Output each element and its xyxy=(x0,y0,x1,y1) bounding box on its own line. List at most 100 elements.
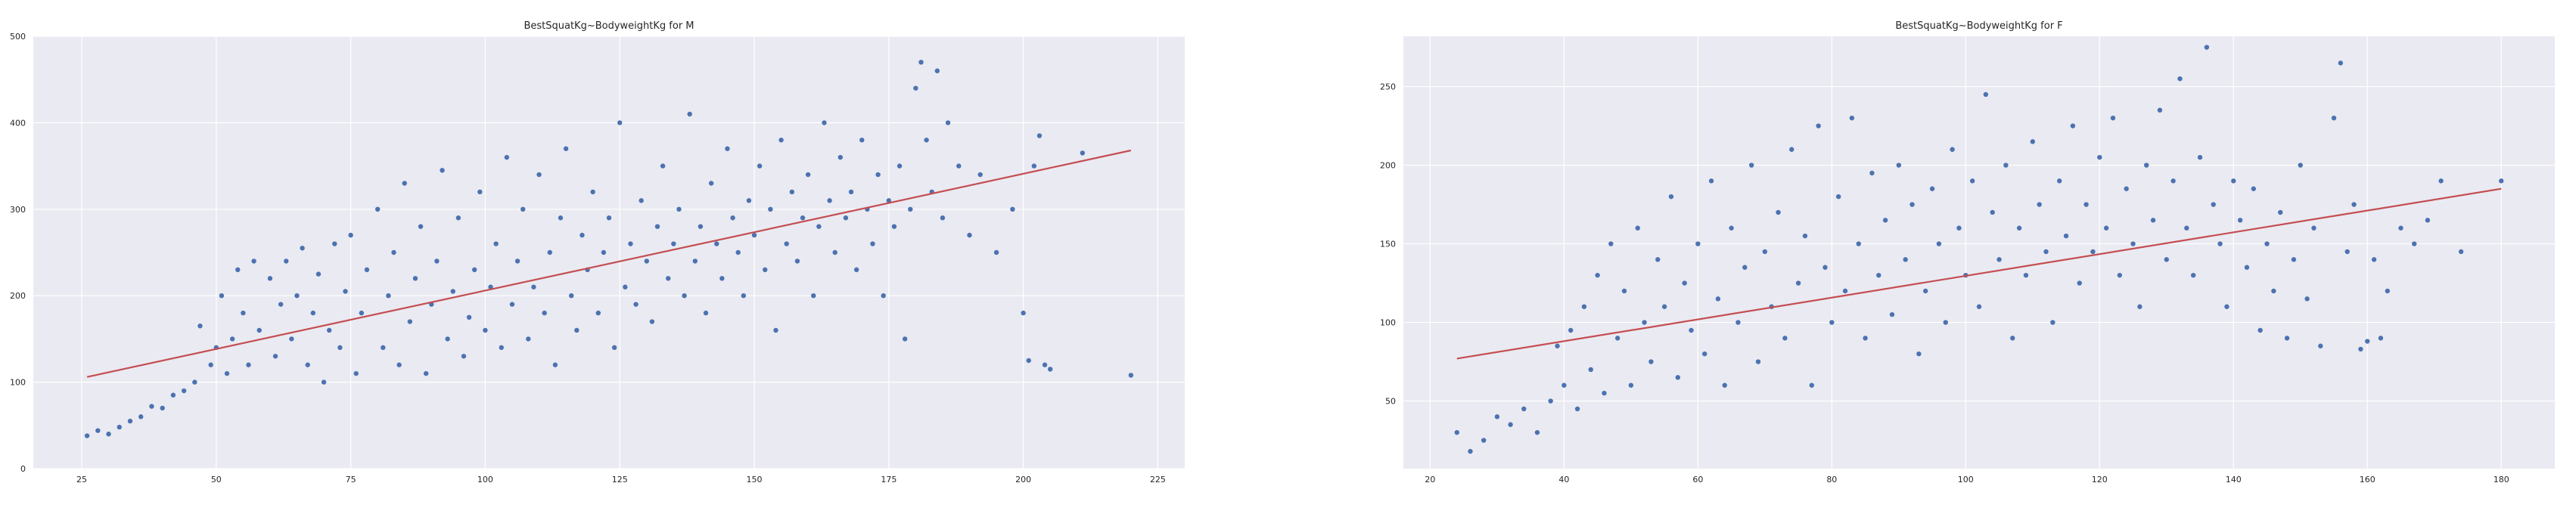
scatter-point xyxy=(1689,327,1694,333)
scatter-point xyxy=(1031,163,1037,169)
x-tick-label: 20 xyxy=(1425,475,1435,484)
scatter-point xyxy=(2398,225,2404,231)
scatter-point xyxy=(913,85,918,91)
scatter-point xyxy=(1581,304,1587,309)
y-tick-label: 100 xyxy=(1380,318,1396,328)
y-tick-label: 300 xyxy=(10,205,26,215)
scatter-point xyxy=(2378,336,2384,341)
scatter-point xyxy=(757,163,763,169)
scatter-point xyxy=(1568,327,1574,333)
scatter-point xyxy=(1548,398,1553,404)
scatter-point xyxy=(1936,241,1942,246)
scatter-point xyxy=(251,258,256,264)
x-tick-label: 120 xyxy=(2092,475,2108,484)
scatter-point xyxy=(2010,336,2015,341)
scatter-point xyxy=(2043,249,2049,255)
x-tick-label: 100 xyxy=(1958,475,1974,484)
scatter-point xyxy=(617,120,623,125)
scatter-point xyxy=(768,206,773,212)
scatter-point xyxy=(918,60,924,65)
scatter-point xyxy=(832,249,837,255)
scatter-point xyxy=(644,258,649,264)
scatter-point xyxy=(2351,202,2357,207)
scatter-point xyxy=(2345,249,2350,255)
scatter-point xyxy=(746,198,752,203)
scatter-point xyxy=(1762,249,1768,255)
scatter-point xyxy=(2003,163,2009,168)
x-tick-label: 75 xyxy=(346,475,356,484)
scatter-point xyxy=(666,276,671,281)
scatter-point xyxy=(1128,373,1134,378)
scatter-point xyxy=(2050,320,2056,325)
scatter-point xyxy=(1802,233,1808,239)
scatter-point xyxy=(676,206,682,212)
scatter-point xyxy=(315,271,322,277)
scatter-point xyxy=(359,310,365,316)
scatter-point xyxy=(1481,438,1487,443)
plot-area-female xyxy=(1403,36,2555,469)
tick-labels-female: 20 40 60 80 100 120 140 160 180 50 100 150 200 250 xyxy=(1380,82,2509,484)
scatter-point xyxy=(284,258,289,264)
scatter-point xyxy=(499,345,504,351)
scatter-point xyxy=(741,293,747,299)
scatter-points-male xyxy=(84,60,1134,438)
scatter-point xyxy=(2271,288,2276,294)
scatter-point xyxy=(1842,288,1848,294)
scatter-point xyxy=(170,392,176,398)
scatter-point xyxy=(730,215,735,221)
scatter-point xyxy=(870,241,875,246)
plot-area-male xyxy=(33,36,1185,469)
scatter-point xyxy=(256,327,262,333)
scatter-point xyxy=(1026,358,1031,364)
scatter-point xyxy=(235,267,241,273)
scatter-point xyxy=(353,370,359,376)
scatter-point xyxy=(423,370,429,376)
scatter-point xyxy=(477,189,483,195)
scatter-point xyxy=(2298,163,2303,168)
scatter-point xyxy=(574,327,580,333)
x-tick-label: 80 xyxy=(1826,475,1837,484)
scatter-point xyxy=(321,379,327,385)
scatter-point xyxy=(84,433,90,438)
scatter-point xyxy=(1729,225,1734,231)
scatter-point xyxy=(294,293,300,299)
scatter-point xyxy=(1635,225,1640,231)
scatter-point xyxy=(822,120,827,125)
scatter-point xyxy=(1668,193,1674,200)
y-tick-label: 0 xyxy=(20,464,26,474)
scatter-point xyxy=(563,146,569,151)
x-tick-label: 140 xyxy=(2226,475,2242,484)
scatter-point xyxy=(127,418,133,424)
scatter-point xyxy=(1876,272,1882,278)
scatter-point xyxy=(374,206,381,212)
scatter-point xyxy=(1869,170,1875,176)
y-tick-label: 250 xyxy=(1380,82,1396,92)
regression-line-female xyxy=(1456,187,2502,360)
scatter-point xyxy=(1715,296,1721,302)
scatter-point xyxy=(192,379,197,385)
scatter-point xyxy=(654,224,660,229)
scatter-point xyxy=(483,327,488,333)
scatter-point xyxy=(396,362,402,367)
scatter-point xyxy=(504,154,510,160)
scatter-point xyxy=(310,310,316,316)
scatter-point xyxy=(542,310,547,316)
chart-female: 20 40 60 80 100 120 140 160 180 50 100 150 200 250 Be… xyxy=(1380,20,2555,484)
scatter-point xyxy=(95,428,101,433)
scatter-point xyxy=(956,163,962,169)
scatter-point xyxy=(2411,241,2417,246)
scatter-point xyxy=(1036,133,1043,138)
scatter-point xyxy=(1521,406,1527,412)
scatter-point xyxy=(1976,304,1982,309)
scatter-point xyxy=(811,293,816,299)
scatter-point xyxy=(1021,310,1026,316)
scatter-point xyxy=(837,154,844,160)
x-tick-label: 100 xyxy=(477,475,493,484)
x-tick-label: 40 xyxy=(1558,475,1569,484)
scatter-point xyxy=(1889,311,1895,317)
x-tick-label: 175 xyxy=(881,475,896,484)
scatter-point xyxy=(1849,115,1855,121)
scatter-point xyxy=(348,232,353,238)
scatter-point xyxy=(1661,304,1667,309)
scatter-point xyxy=(2211,202,2216,207)
